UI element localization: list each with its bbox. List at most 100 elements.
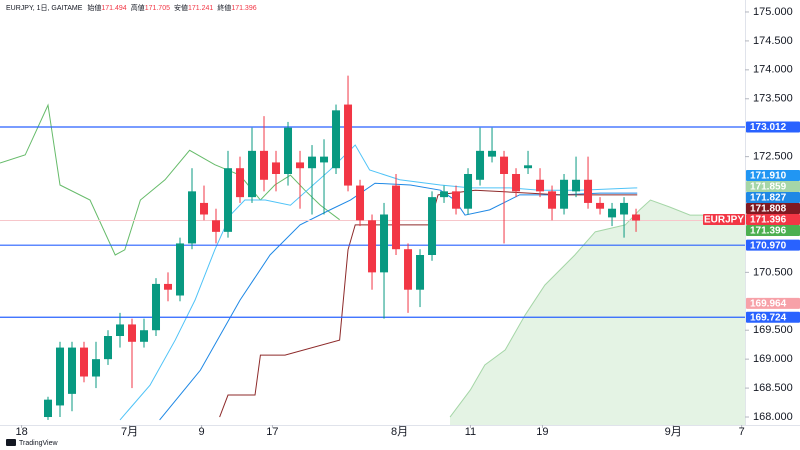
price-badge: [746, 297, 800, 309]
candle-body: [356, 185, 365, 221]
ohlc-value: 171.396: [231, 5, 256, 12]
candle-body: [44, 399, 53, 418]
candle-body: [596, 202, 605, 209]
candle-body: [80, 347, 89, 377]
candle-body: [404, 249, 413, 290]
legend-header: EURJPY, 1日, GAITAME 始値 171.494 高値 171.705 安値 1…: [6, 3, 257, 12]
symbol-badge: [703, 213, 745, 225]
candle-body: [296, 162, 305, 169]
candle-body: [140, 330, 149, 342]
indicator-line: [159, 182, 638, 421]
ohlc-label: 安値: [174, 3, 188, 12]
x-tick-label: 7: [739, 426, 745, 438]
candle-body: [320, 156, 329, 163]
candle-body: [56, 347, 65, 406]
x-tick-label: 19: [536, 426, 548, 438]
cloud-area: [450, 200, 746, 425]
symbol: EURJPY, 1日, GAITAME: [6, 4, 83, 12]
price-badge-label: 169.724: [750, 312, 787, 323]
price-badge-label: 171.808: [750, 204, 787, 215]
price-badge-label: 171.827: [750, 193, 787, 204]
y-tick-label: 168.000: [753, 411, 793, 423]
candle-body: [128, 324, 137, 342]
brand: TradingView: [6, 439, 58, 447]
price-badge-label: 171.396: [750, 215, 787, 226]
x-tick-label: 8月: [391, 426, 408, 438]
candle-body: [188, 191, 197, 244]
candle-body: [428, 197, 437, 255]
candle-body: [560, 179, 569, 209]
candle-body: [200, 202, 209, 215]
candle-body: [440, 191, 449, 198]
candle-body: [116, 324, 125, 337]
price-badge: [746, 169, 800, 181]
indicator-line: [119, 144, 638, 421]
candle-body: [260, 150, 269, 180]
indicator-line: [0, 103, 340, 256]
price-badge-label: 171.859: [750, 182, 787, 193]
y-tick-label: 174.500: [753, 35, 793, 47]
price-badge: [746, 213, 800, 225]
candle-body: [380, 214, 389, 273]
y-tick-label: 169.000: [753, 353, 793, 365]
price-badge: [746, 180, 800, 192]
price-badge-label: 171.396: [750, 226, 787, 237]
brand-logo: [6, 439, 16, 446]
price-badge: [746, 224, 800, 236]
ohlc-value: 171.494: [101, 5, 126, 12]
price-badge-label: 169.964: [750, 299, 787, 310]
candle-body: [224, 168, 233, 232]
candle-body: [512, 173, 521, 192]
candle-body: [344, 104, 353, 186]
candle-body: [152, 283, 161, 331]
brand-text: TradingView: [19, 440, 58, 447]
price-badge: [746, 202, 800, 214]
candle-body: [476, 150, 485, 180]
candle-body: [632, 214, 641, 221]
ohlc-label: 終値: [217, 3, 231, 12]
y-tick-label: 170.500: [753, 266, 793, 278]
candle-body: [548, 191, 557, 209]
y-tick-label: 175.000: [753, 6, 793, 18]
candle-body: [452, 191, 461, 209]
candle-body: [308, 156, 317, 169]
x-tick-label: 9月: [665, 426, 682, 438]
candle-body: [500, 156, 509, 174]
y-tick-label: 169.500: [753, 324, 793, 336]
ohlc-value: 171.241: [188, 5, 213, 12]
candle-body: [416, 255, 425, 290]
price-badge: [746, 311, 800, 323]
candle-body: [332, 110, 341, 169]
candle-body: [368, 220, 377, 273]
candle-body: [272, 162, 281, 174]
ohlc-label: 高値: [131, 3, 145, 12]
candle-body: [68, 347, 77, 394]
candle-body: [572, 179, 581, 192]
y-tick-label: 168.500: [753, 382, 793, 394]
ohlc-value: 171.705: [145, 5, 170, 12]
y-tick-label: 173.500: [753, 93, 793, 105]
candle-body: [248, 150, 257, 198]
price-badge-label: 170.970: [750, 240, 787, 251]
price-badge-label: 171.910: [750, 171, 787, 182]
candle-body: [608, 208, 617, 218]
candle-body: [488, 150, 497, 157]
ohlc-label: 始値: [87, 3, 101, 12]
candle-body: [392, 185, 401, 250]
x-tick-label: 9: [199, 426, 205, 438]
symbol-badge-label: EURJPY: [704, 215, 744, 226]
cloud-line: [449, 199, 746, 418]
price-badge-label: 173.012: [750, 122, 787, 133]
x-tick-label: 18: [15, 426, 27, 438]
candle-body: [524, 165, 533, 169]
candle-body: [536, 179, 545, 192]
candle-body: [92, 359, 101, 377]
candle-body: [584, 179, 593, 203]
candle-body: [284, 127, 293, 174]
axes: 175.000 174.500 174.000 173.500 172.500 170.5…: [15, 6, 800, 438]
candle-body: [164, 283, 173, 290]
price-badge: [746, 239, 800, 251]
candle-body: [620, 202, 629, 215]
